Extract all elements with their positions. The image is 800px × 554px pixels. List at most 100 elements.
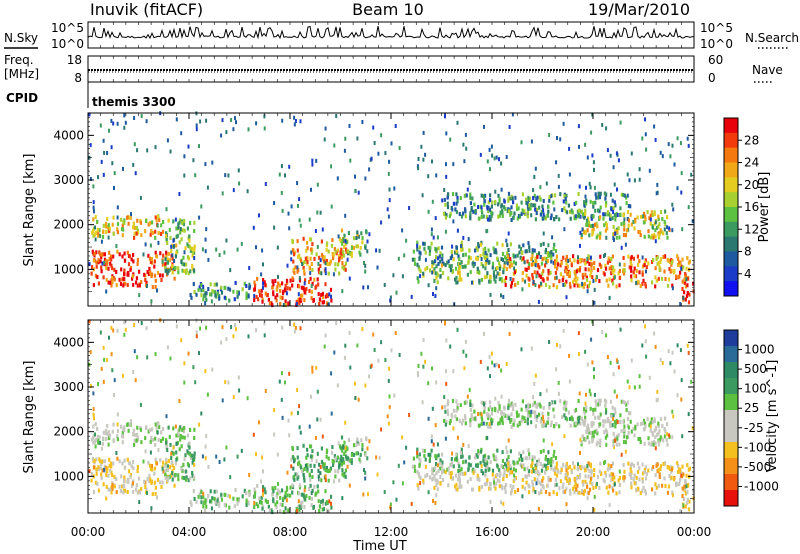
echo-cell — [528, 490, 531, 495]
echo-cell — [604, 403, 607, 408]
echo-cell — [638, 270, 641, 275]
echo-cell — [373, 348, 376, 352]
echo-cell — [102, 172, 105, 177]
echo-cell — [248, 284, 252, 289]
echo-cell — [455, 456, 458, 461]
echo-cell — [262, 469, 264, 474]
echo-cell — [481, 417, 484, 422]
echo-cell — [458, 274, 461, 279]
echo-cell — [659, 210, 663, 215]
echo-cell — [641, 343, 644, 348]
echo-cell — [519, 462, 522, 467]
echo-cell — [126, 490, 129, 494]
echo-cell — [344, 267, 347, 272]
echo-cell — [551, 442, 554, 447]
echo-cell — [641, 281, 644, 286]
echo-cell — [471, 196, 474, 201]
echo-cell — [133, 323, 136, 327]
echo-cell — [446, 194, 449, 199]
echo-cell — [516, 414, 519, 418]
echo-cell — [449, 475, 452, 480]
echo-cell — [439, 274, 442, 279]
echo-cell — [498, 261, 501, 266]
echo-cell — [596, 475, 600, 480]
echo-cell — [345, 454, 348, 459]
echo-cell — [278, 490, 281, 495]
echo-cell — [92, 283, 95, 288]
echo-cell — [613, 389, 616, 394]
colorbar-segment — [724, 378, 738, 395]
echo-cell — [305, 494, 308, 498]
echo-cell — [585, 429, 588, 434]
echo-cell — [180, 338, 183, 343]
echo-cell — [132, 460, 135, 464]
echo-cell — [678, 262, 681, 267]
echo-cell — [500, 368, 503, 373]
echo-cell — [616, 187, 618, 192]
echo-cell — [555, 285, 558, 290]
echo-cell — [497, 421, 500, 426]
echo-cell — [495, 457, 498, 462]
freq-right-tick-top: 60 — [708, 53, 723, 67]
echo-cell — [671, 143, 674, 148]
echo-cell — [444, 229, 447, 234]
echo-cell — [576, 483, 579, 488]
echo-cell — [113, 393, 115, 397]
echo-cell — [101, 234, 105, 239]
echo-cell — [562, 255, 565, 260]
echo-cell — [330, 450, 334, 455]
echo-cell — [661, 217, 664, 221]
echo-cell — [331, 445, 334, 450]
echo-cell — [107, 473, 110, 478]
colorbar-tick-label: 20 — [744, 178, 759, 192]
echo-cell — [417, 373, 420, 378]
echo-cell — [521, 270, 524, 275]
echo-cell — [175, 457, 178, 462]
echo-cell — [111, 266, 114, 271]
echo-cell — [309, 271, 312, 276]
echo-cell — [142, 459, 145, 464]
echo-cell — [506, 450, 509, 455]
echo-cell — [602, 423, 605, 428]
echo-cell — [175, 243, 178, 248]
echo-cell — [671, 228, 674, 233]
echo-cell — [156, 270, 160, 275]
echo-cell — [646, 210, 649, 215]
echo-cell — [317, 489, 320, 494]
echo-cell — [320, 499, 323, 504]
echo-cell — [204, 249, 207, 254]
echo-cell — [320, 292, 323, 297]
echo-cell — [649, 217, 652, 222]
echo-cell — [343, 148, 346, 153]
echo-cell — [483, 195, 486, 200]
echo-cell — [356, 230, 359, 235]
echo-cell — [538, 265, 541, 270]
echo-cell — [616, 436, 619, 441]
echo-cell — [100, 252, 104, 257]
echo-cell — [564, 416, 567, 421]
echo-cell — [446, 412, 450, 417]
echo-cell — [221, 398, 224, 403]
echo-cell — [263, 487, 266, 492]
echo-cell — [128, 461, 131, 466]
beam-title: Beam 10 — [352, 0, 424, 19]
echo-cell — [224, 380, 227, 385]
echo-cell — [443, 395, 446, 399]
echo-cell — [612, 472, 615, 477]
echo-cell — [297, 410, 299, 415]
echo-cell — [364, 245, 367, 250]
echo-cell — [507, 207, 510, 212]
echo-cell — [469, 216, 472, 221]
echo-cell — [541, 257, 544, 262]
echo-cell — [655, 191, 658, 196]
echo-cell — [573, 484, 576, 489]
echo-cell — [564, 404, 567, 408]
echo-cell — [202, 491, 205, 496]
echo-cell — [193, 455, 196, 460]
echo-cell — [159, 480, 162, 485]
echo-cell — [183, 250, 186, 255]
echo-cell — [197, 494, 200, 499]
echo-cell — [510, 425, 513, 429]
echo-cell — [308, 424, 311, 429]
echo-cell — [334, 267, 337, 272]
